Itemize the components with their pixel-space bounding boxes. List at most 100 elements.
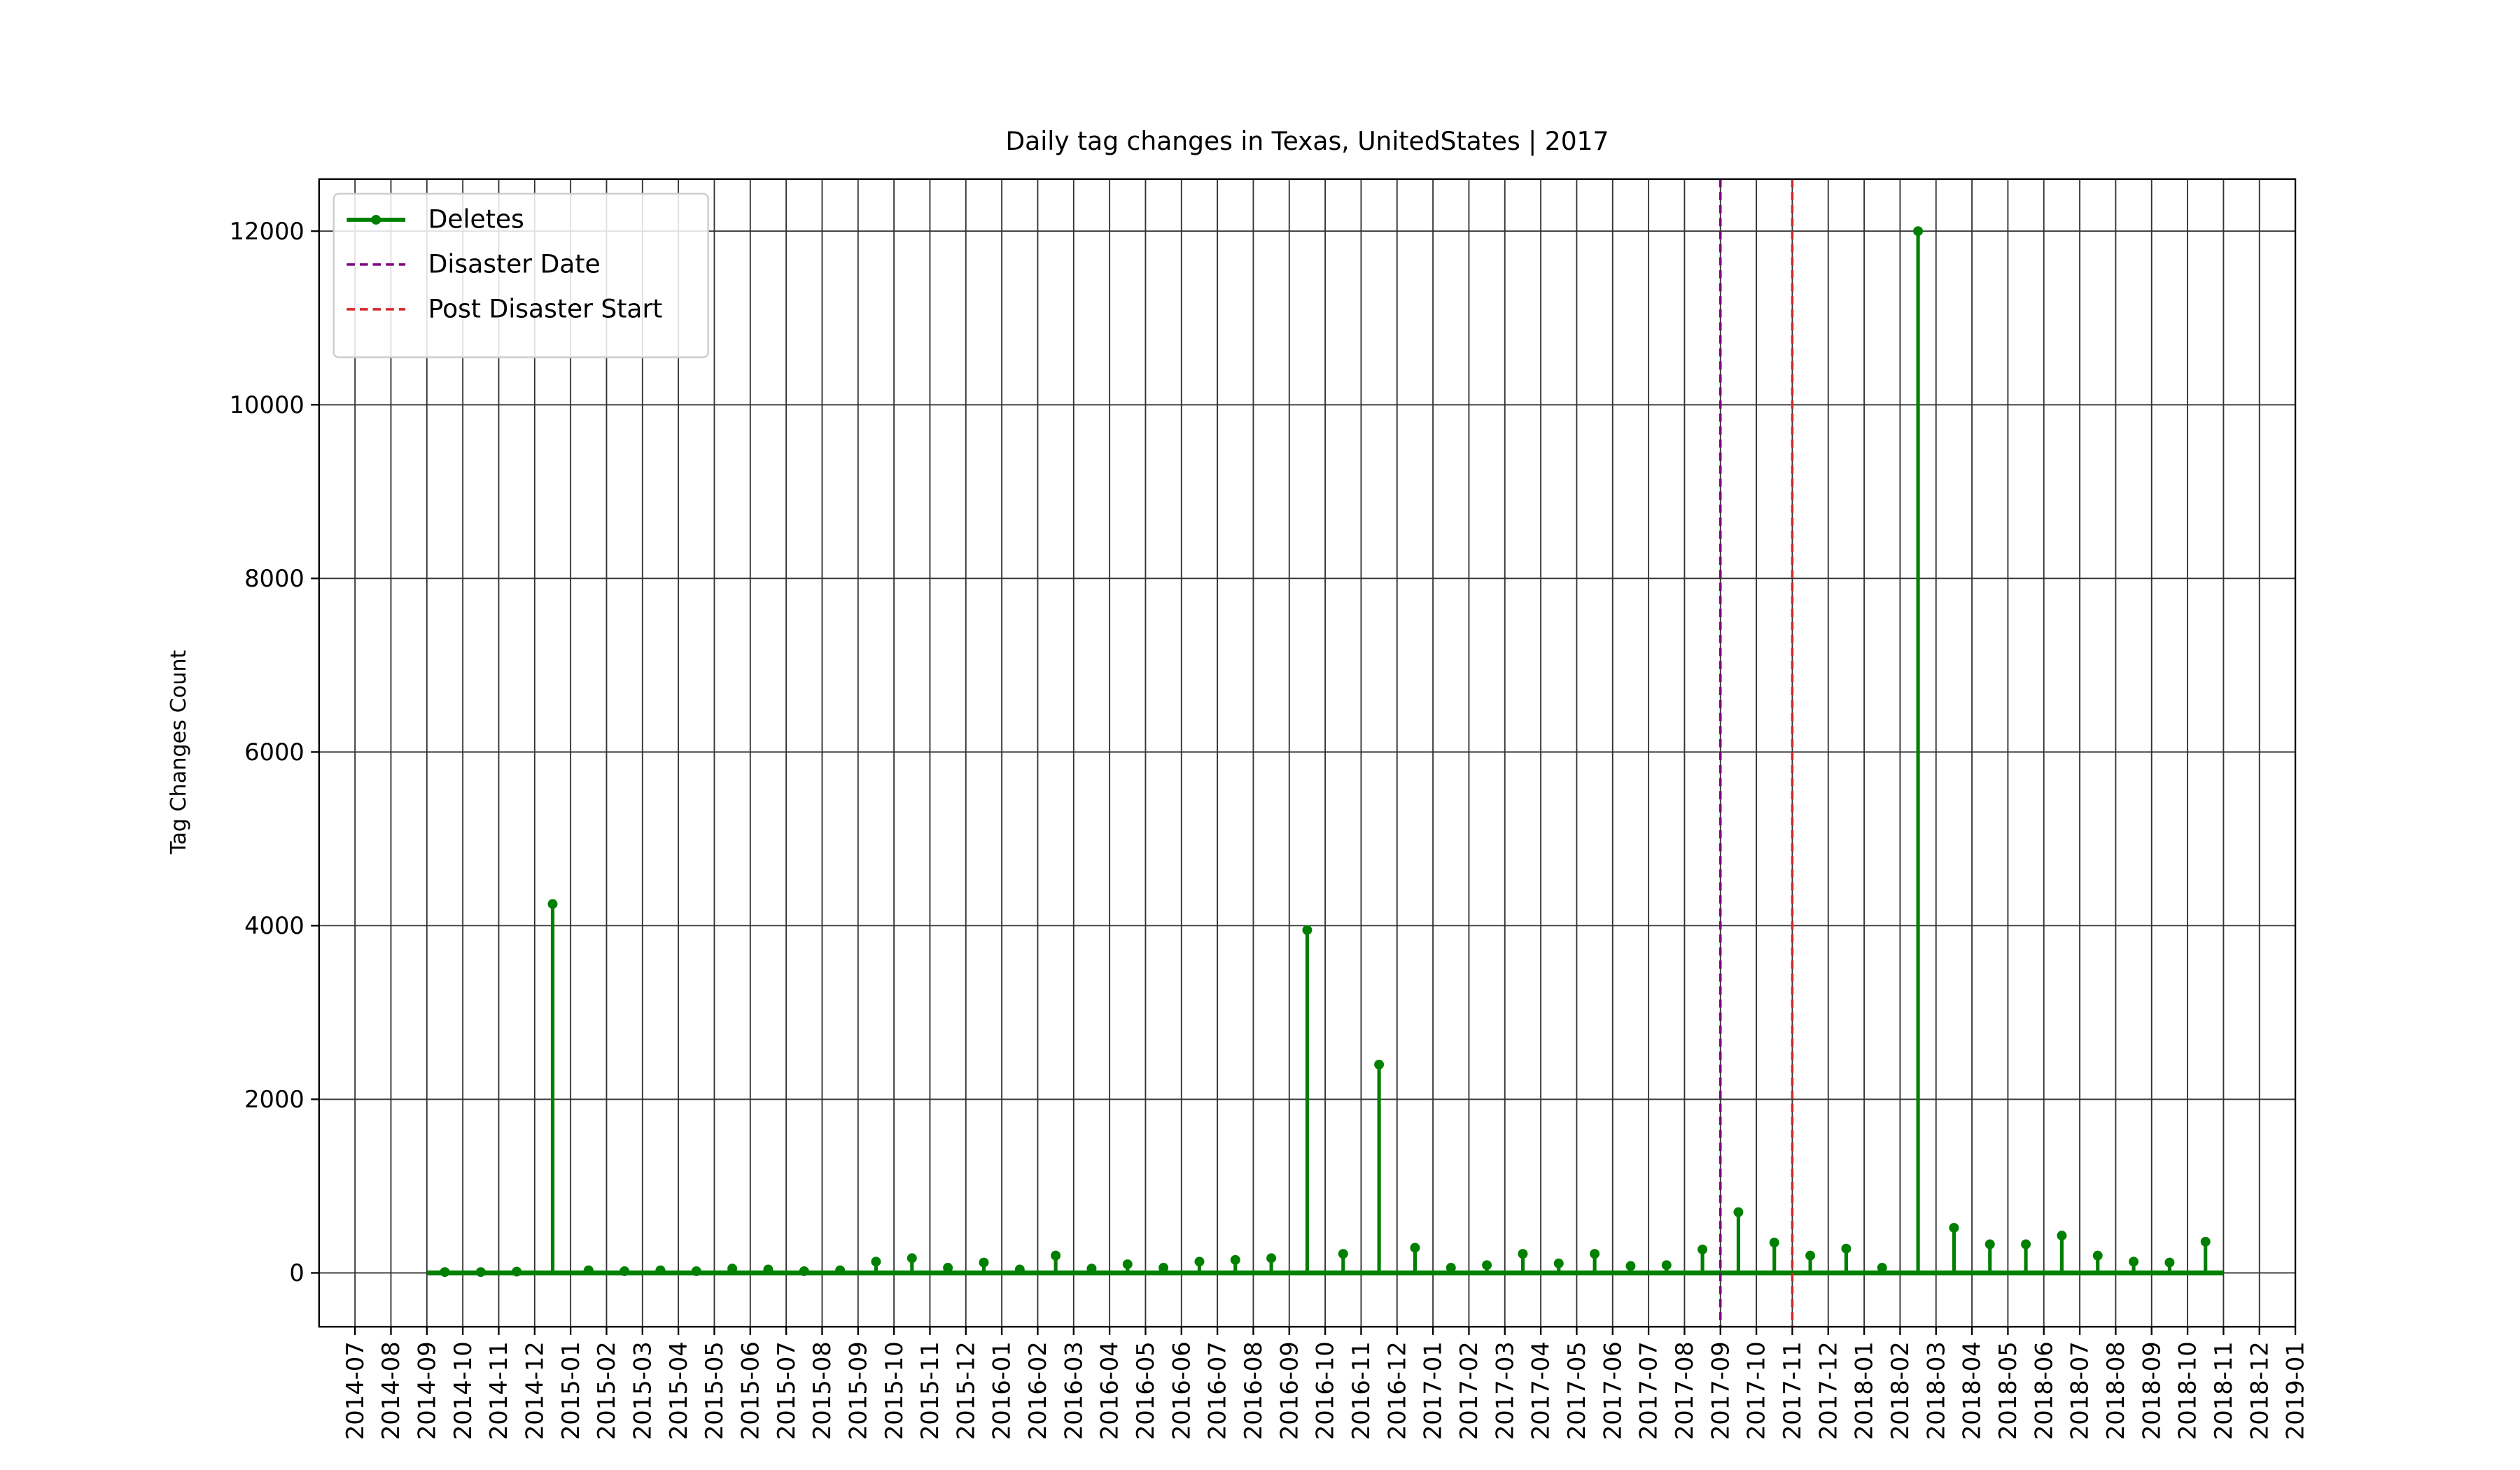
series-marker (1122, 1259, 1133, 1270)
x-tick-label: 2015-12 (952, 1341, 979, 1440)
x-tick-label: 2017-05 (1563, 1341, 1590, 1440)
x-tick-label: 2016-08 (1240, 1341, 1267, 1440)
series-marker (512, 1266, 522, 1277)
series-marker (2129, 1256, 2139, 1267)
series-marker (871, 1256, 881, 1267)
x-tick-label: 2018-01 (1851, 1341, 1878, 1440)
x-tick-label: 2014-12 (521, 1341, 548, 1440)
x-tick-label: 2017-10 (1743, 1341, 1770, 1440)
series-marker (2092, 1250, 2103, 1261)
series-marker (1051, 1250, 1061, 1261)
x-tick-label: 2017-09 (1707, 1341, 1734, 1440)
x-tick-label: 2015-05 (701, 1341, 728, 1440)
series-marker (2164, 1257, 2175, 1268)
y-tick-label: 12000 (230, 218, 304, 245)
x-tick-label: 2018-06 (2030, 1341, 2057, 1440)
x-tick-label: 2014-08 (377, 1341, 405, 1440)
legend-label: Post Disaster Start (428, 295, 663, 323)
x-tick-label: 2015-07 (773, 1341, 800, 1440)
y-tick-label: 2000 (244, 1086, 304, 1113)
series-marker (620, 1266, 630, 1276)
series-marker (1158, 1263, 1169, 1273)
y-tick-label: 4000 (244, 912, 304, 939)
series-marker (1266, 1253, 1277, 1264)
series-marker (2200, 1236, 2211, 1247)
legend: Deletes Disaster Date Post Disaster Start (332, 192, 709, 358)
x-tick-label: 2015-06 (736, 1341, 764, 1440)
series-marker (475, 1267, 486, 1278)
x-tick-label: 2016-12 (1383, 1341, 1410, 1440)
series-marker (1984, 1239, 1995, 1250)
series-marker (835, 1265, 846, 1275)
x-tick-label: 2015-01 (557, 1341, 584, 1440)
series-marker (1949, 1222, 1959, 1233)
y-tick-label: 6000 (244, 738, 304, 766)
y-tick-label: 0 (289, 1259, 304, 1287)
series-marker (1302, 925, 1312, 935)
series-marker (1841, 1243, 1851, 1254)
series-marker (583, 1265, 594, 1275)
series-marker (1553, 1258, 1564, 1268)
x-tick-label: 2016-04 (1096, 1341, 1124, 1440)
x-tick-label: 2017-06 (1599, 1341, 1626, 1440)
y-axis-label: Tag Changes Count (167, 650, 191, 855)
series-marker (727, 1264, 738, 1274)
x-tick-label: 2017-03 (1491, 1341, 1518, 1440)
x-tick-label: 2018-12 (2246, 1341, 2273, 1440)
series-marker (1338, 1249, 1348, 1259)
chart-title: Daily tag changes in Texas, UnitedStates… (1005, 127, 1609, 156)
x-tick-label: 2018-04 (1959, 1341, 1986, 1440)
x-tick-label: 2017-04 (1527, 1341, 1555, 1440)
legend-box (332, 192, 709, 358)
x-tick-label: 2015-03 (629, 1341, 656, 1440)
series-marker (1014, 1264, 1025, 1275)
series-marker (1913, 226, 1924, 237)
series-marker (440, 1267, 450, 1278)
x-tick-label: 2015-08 (808, 1341, 836, 1440)
legend-marker (371, 214, 382, 225)
x-tick-label: 2019-01 (2282, 1341, 2309, 1440)
series-marker (2021, 1239, 2031, 1250)
series-marker (906, 1253, 917, 1264)
series-marker (1410, 1242, 1420, 1253)
plot-frame (318, 178, 2297, 1328)
x-tick-label: 2016-01 (988, 1341, 1016, 1440)
series-marker (1518, 1249, 1528, 1259)
x-tick-label: 2017-11 (1779, 1341, 1806, 1440)
series-marker (1374, 1059, 1385, 1070)
series-marker (1086, 1264, 1097, 1274)
x-tick-label: 2017-12 (1814, 1341, 1842, 1440)
series-marker (1661, 1260, 1672, 1270)
x-tick-label: 2018-11 (2210, 1341, 2237, 1440)
legend-label: Disaster Date (428, 251, 601, 279)
x-tick-label: 2014-09 (413, 1341, 440, 1440)
series-marker (1230, 1254, 1240, 1265)
series-marker (1590, 1249, 1600, 1259)
x-tick-label: 2015-11 (916, 1341, 944, 1440)
series-marker (1446, 1263, 1456, 1273)
x-tick-label: 2017-08 (1671, 1341, 1698, 1440)
x-tick-label: 2018-05 (1994, 1341, 2022, 1440)
series-marker (1805, 1250, 1816, 1261)
x-tick-label: 2015-09 (844, 1341, 872, 1440)
x-tick-label: 2016-09 (1275, 1341, 1303, 1440)
x-tick-label: 2017-01 (1420, 1341, 1447, 1440)
x-tick-label: 2018-03 (1922, 1341, 1949, 1440)
y-tick-label: 10000 (230, 391, 304, 419)
series-marker (1877, 1263, 1887, 1273)
x-tick-label: 2016-02 (1024, 1341, 1051, 1440)
x-tick-label: 2016-06 (1168, 1341, 1195, 1440)
series-marker (1698, 1244, 1708, 1254)
y-tick-label: 8000 (244, 565, 304, 592)
series-marker (655, 1265, 666, 1275)
series-marker (1625, 1261, 1636, 1271)
series-marker (547, 899, 558, 909)
x-tick-label: 2018-07 (2066, 1341, 2094, 1440)
x-tick-label: 2015-10 (881, 1341, 908, 1440)
series-marker (691, 1266, 701, 1276)
series-marker (1194, 1256, 1205, 1267)
x-tick-label: 2014-10 (449, 1341, 477, 1440)
x-tick-label: 2016-05 (1132, 1341, 1159, 1440)
x-tick-label: 2016-10 (1312, 1341, 1339, 1440)
